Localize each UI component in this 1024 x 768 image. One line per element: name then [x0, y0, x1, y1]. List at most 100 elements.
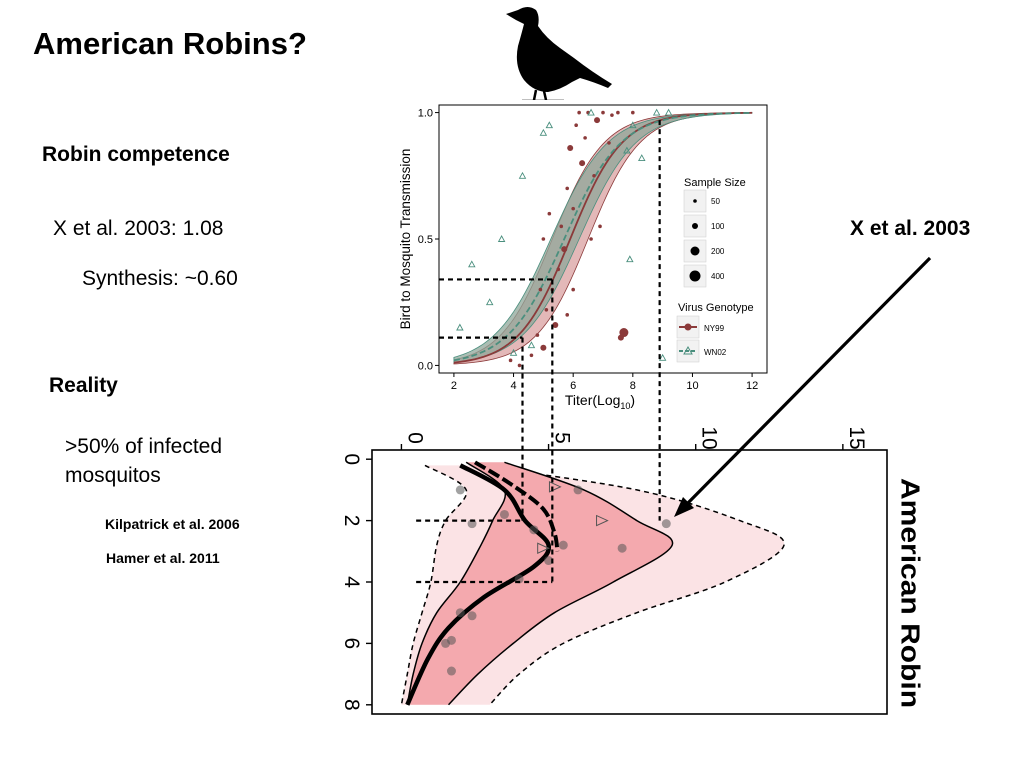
point-ny99	[550, 287, 555, 292]
point-ny99	[574, 123, 578, 128]
legend-genotype-title: Virus Genotype	[678, 302, 754, 314]
viremia-point	[558, 540, 568, 550]
legend-size-label: 50	[711, 197, 720, 206]
legend-size-label: 100	[711, 222, 725, 231]
point-ny99	[607, 141, 611, 145]
point-ny99	[544, 307, 549, 312]
point-ny99	[598, 224, 602, 229]
point-ny99	[571, 287, 575, 292]
callout-label: X et al. 2003	[850, 217, 971, 240]
x-tick-label: 8	[630, 380, 636, 392]
point-ny99	[540, 344, 547, 351]
point-ny99	[535, 333, 540, 337]
point-wn02	[638, 154, 646, 162]
point-ny99	[508, 358, 513, 363]
titer-tick-label: 5	[551, 432, 574, 444]
point-ny99	[552, 321, 559, 328]
inner-band-upper-edge	[447, 461, 674, 706]
point-ny99	[538, 287, 543, 292]
viremia-point	[441, 638, 451, 648]
point-ny99	[616, 110, 620, 115]
point-ny99	[601, 110, 605, 115]
x-tick-label: 12	[746, 380, 758, 392]
viremia-point	[661, 519, 671, 529]
x-tick-label: 10	[686, 380, 698, 392]
x-tick-label: 6	[570, 380, 576, 392]
day-tick-label: 0	[340, 453, 363, 465]
outer-band-lower-edge	[400, 464, 468, 705]
point-ny99	[589, 237, 593, 241]
point-ny99	[567, 144, 574, 151]
mean-dashed-line	[473, 460, 560, 552]
day-tick-label: 4	[340, 576, 363, 588]
legend-size-dot	[689, 270, 701, 282]
day-tick-label: 8	[340, 699, 363, 711]
slide-title: American Robins?	[33, 26, 307, 61]
y-axis-label: Bird to Mosquito Transmission	[398, 149, 413, 330]
point-ny99	[565, 186, 570, 191]
point-wn02	[509, 348, 518, 356]
point-ny99	[517, 363, 522, 368]
point-ny99	[592, 173, 596, 178]
point-wn02	[527, 341, 536, 349]
reality-text-line-2: mosquitos	[65, 464, 161, 487]
point-wn02	[545, 121, 554, 129]
point-ny99	[617, 334, 624, 341]
competence-heading: Robin competence	[42, 143, 230, 166]
species-label: American Robin	[895, 478, 924, 709]
robin-viremia-chart: 0 5 10 15 0 2 4 6 8	[340, 426, 888, 715]
legend-size-dot	[692, 223, 698, 229]
viremia-point	[446, 666, 456, 676]
point-wn02	[539, 128, 548, 136]
point-wn02	[629, 121, 637, 129]
x-tick-label: 4	[510, 380, 516, 392]
competence-line-2: Synthesis: ~0.60	[82, 267, 238, 290]
point-ny99	[583, 136, 587, 140]
viremia-triangle	[537, 542, 550, 555]
point-ny99	[610, 113, 614, 117]
viremia-point	[455, 485, 465, 495]
x-axis-label: Titer(Log10)	[565, 392, 635, 411]
mean-line	[405, 463, 552, 706]
point-ny99	[556, 267, 561, 272]
legend-size-title: Sample Size	[684, 177, 746, 189]
point-ny99	[579, 160, 586, 167]
reference-1: Kilpatrick et al. 2006	[105, 516, 240, 532]
viremia-point	[617, 543, 627, 553]
y-tick-label: 0.5	[418, 234, 433, 246]
viremia-point	[529, 525, 539, 535]
legend-size-label: 400	[711, 272, 725, 281]
reference-2: Hamer et al. 2011	[106, 550, 220, 566]
legend-size-dot	[693, 199, 697, 203]
viremia-point	[455, 608, 465, 618]
point-wn02	[587, 108, 595, 116]
point-wn02	[652, 108, 661, 116]
point-wn02	[468, 260, 476, 268]
point-ny99	[541, 237, 546, 241]
viremia-point	[499, 509, 509, 519]
point-wn02	[664, 108, 673, 116]
reality-heading: Reality	[49, 374, 118, 397]
titer-tick-label: 10	[698, 426, 721, 449]
point-wn02	[497, 235, 506, 242]
legend-ny99: NY99	[704, 324, 725, 333]
point-wn02	[626, 255, 634, 263]
point-ny99	[594, 117, 601, 124]
point-ny99	[561, 246, 568, 253]
y-tick-label: 1.0	[418, 108, 433, 120]
day-tick-label: 6	[340, 638, 363, 650]
transmission-chart: 0.0 0.5 1.0 2 4 6 8 10 12 Bird to Mosquito Tran…	[395, 100, 780, 420]
point-ny99	[529, 353, 534, 358]
point-ny99	[565, 313, 570, 317]
titer-tick-label: 15	[845, 426, 868, 449]
viremia-point	[467, 519, 477, 529]
point-ny99	[631, 110, 635, 115]
legend-wn02: WN02	[704, 348, 727, 357]
viremia-triangle	[596, 514, 609, 527]
point-ny99	[547, 211, 552, 216]
viremia-point	[467, 611, 477, 621]
point-wn02	[658, 353, 667, 361]
point-ny99	[577, 110, 581, 115]
y-tick-label: 0.0	[418, 360, 433, 372]
robin-silhouette-icon	[506, 7, 612, 103]
